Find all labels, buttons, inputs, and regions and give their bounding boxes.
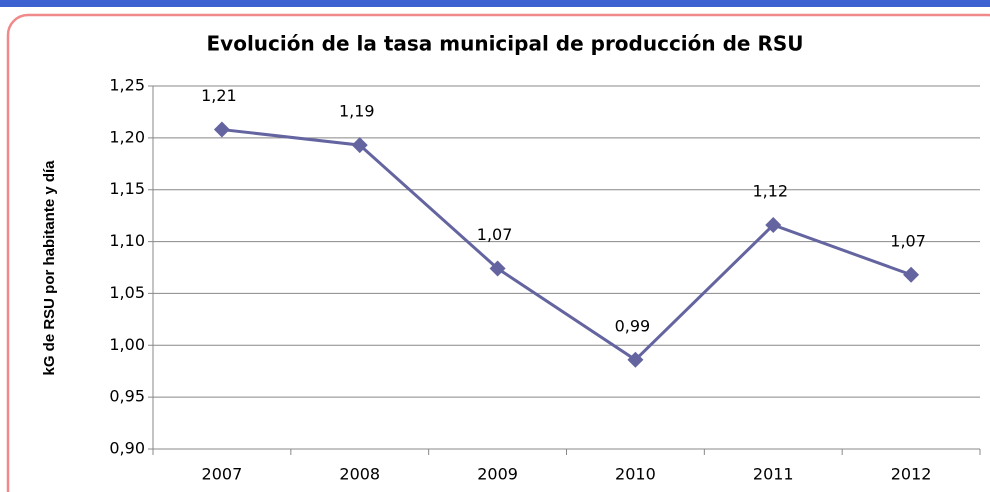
y-tick-label: 0,95 [109,387,145,406]
top-bar [0,0,990,7]
x-tick-label: 2008 [339,465,380,484]
x-tick-label: 2009 [477,465,518,484]
data-label: 1,19 [339,102,375,121]
x-tick-label: 2011 [753,465,794,484]
marker [489,260,506,277]
marker [903,266,920,283]
y-axis-label: kG de RSU por habitante y día [41,160,58,376]
chart-title: Evolución de la tasa municipal de produc… [207,32,804,56]
y-tick-label: 1,20 [109,127,145,146]
y-tick-label: 1,15 [109,179,145,198]
frame [6,13,990,492]
marker [213,121,230,138]
y-tick-label: 1,00 [109,335,145,354]
y-tick-label: 0,90 [109,439,145,458]
marker [765,216,782,233]
x-tick-label: 2012 [891,465,932,484]
x-tick-label: 2010 [615,465,656,484]
y-tick-label: 1,25 [109,76,145,95]
marker [351,137,368,154]
data-label: 1,07 [890,231,926,250]
x-tick-label: 2007 [202,465,243,484]
y-tick-label: 1,10 [109,231,145,250]
data-label: 0,99 [615,316,651,335]
data-label: 1,12 [752,181,788,200]
marker [627,351,644,368]
data-label: 1,07 [477,225,513,244]
y-tick-label: 1,05 [109,283,145,302]
data-label: 1,21 [201,86,237,105]
series-line [221,128,912,362]
